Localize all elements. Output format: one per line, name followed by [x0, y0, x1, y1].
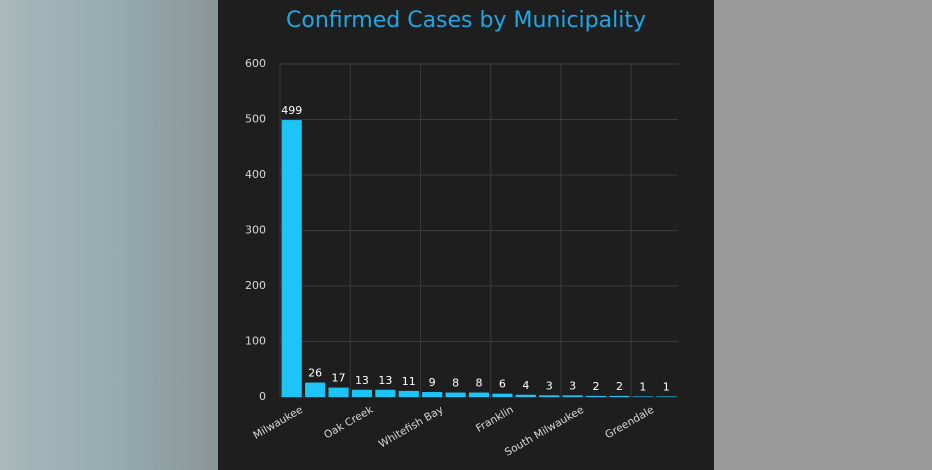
value-label: 8: [476, 377, 483, 390]
background-right: [714, 0, 932, 470]
bar: [539, 395, 560, 397]
value-label: 13: [355, 374, 369, 387]
bar: [375, 389, 396, 397]
y-tick-label: 0: [259, 390, 266, 403]
bar: [445, 392, 466, 397]
y-tick-label: 100: [245, 335, 266, 348]
y-tick-label: 400: [245, 168, 266, 181]
y-tick-label: 200: [245, 279, 266, 292]
value-label: 3: [546, 379, 553, 392]
value-label: 8: [452, 377, 459, 390]
bar: [609, 395, 630, 397]
y-tick-label: 300: [245, 224, 266, 237]
bar: [351, 389, 373, 397]
bar: [422, 392, 443, 397]
value-label: 26: [308, 367, 322, 380]
bar: [468, 392, 490, 397]
bar: [305, 382, 326, 397]
value-label: 4: [522, 379, 529, 392]
value-label: 17: [332, 372, 346, 385]
value-label: 1: [663, 380, 670, 393]
value-label: 499: [281, 104, 302, 117]
bar: [632, 396, 653, 397]
value-label: 2: [593, 380, 600, 393]
value-label: 2: [616, 380, 623, 393]
bar: [656, 396, 677, 397]
value-label: 1: [639, 380, 646, 393]
bar: [515, 394, 536, 397]
bar: [328, 387, 349, 397]
y-tick-label: 500: [245, 113, 266, 126]
bar: [585, 395, 607, 397]
chart-title: Confirmed Cases by Municipality: [286, 8, 646, 33]
background-left: [0, 0, 218, 470]
value-label: 13: [378, 374, 392, 387]
value-label: 3: [569, 379, 576, 392]
bar: [562, 395, 583, 397]
y-tick-label: 600: [245, 57, 266, 70]
bar: [398, 390, 419, 397]
value-label: 11: [402, 375, 416, 388]
value-label: 6: [499, 378, 506, 391]
value-label: 9: [429, 376, 436, 389]
bar: [492, 393, 513, 397]
bar: [281, 120, 302, 398]
